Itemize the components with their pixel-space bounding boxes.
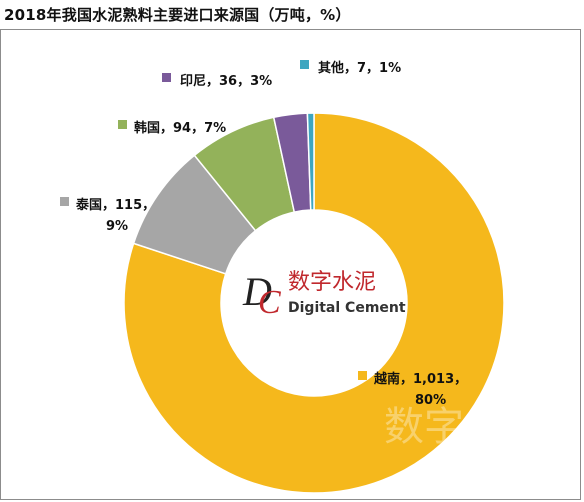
donut-slice-4 xyxy=(306,112,315,211)
watermark-faint-text: 数字水泥 xyxy=(384,404,544,450)
logo-en-text: Digital Cement xyxy=(288,300,406,316)
label-marker-1 xyxy=(60,197,69,206)
data-label-4-line-0: 其他，7，1% xyxy=(318,60,401,76)
logo-letter-c: C xyxy=(258,284,281,321)
logo-cn-text: 数字水泥 xyxy=(288,270,376,295)
label-marker-2 xyxy=(118,120,127,129)
data-label-3-line-0: 印尼，36，3% xyxy=(180,74,272,89)
data-label-0-line-0: 越南，1,013， xyxy=(373,371,467,387)
label-marker-0 xyxy=(358,371,367,380)
donut-slice-0 xyxy=(123,112,505,494)
label-marker-3 xyxy=(162,73,171,82)
chart-title: 2018年我国水泥熟料主要进口来源国（万吨，%） xyxy=(4,6,351,24)
data-label-1-line-1: 9% xyxy=(106,219,128,234)
logo-letter-d: D xyxy=(242,269,272,314)
donut-slices xyxy=(123,112,505,494)
donut-labels: 越南，1,013， 80% 泰国，115， 9% 韩国，94，7% 印尼，36，3% 其他，… xyxy=(60,60,467,408)
data-label-2-line-0: 韩国，94，7% xyxy=(134,120,226,136)
center-logo: D C 数字水泥 Digital Cement xyxy=(242,269,406,321)
chart-frame xyxy=(0,29,581,500)
label-marker-4 xyxy=(300,60,309,69)
data-label-0-line-1: 80% xyxy=(415,393,446,408)
data-label-1-line-0: 泰国，115， xyxy=(75,197,155,213)
